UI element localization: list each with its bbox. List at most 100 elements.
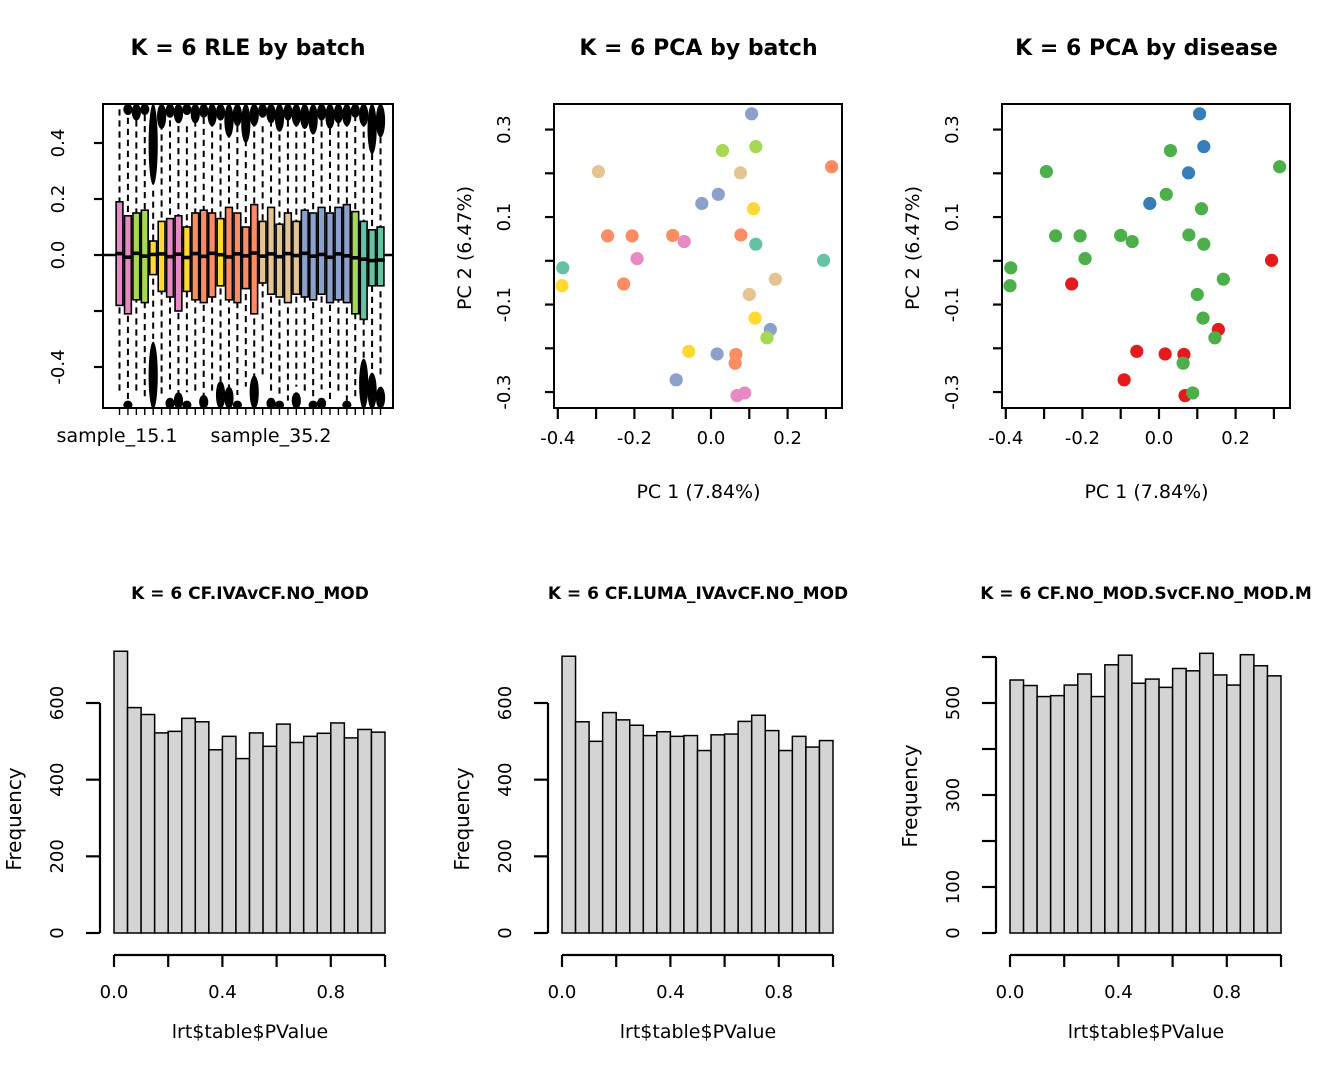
panel-rle-boxplot: 0.4 0.2 0.0 -0.4 K = 6 RLE by batch sample_…	[0, 0, 448, 537]
outlier-cluster	[316, 105, 327, 121]
pca-batch-title: K = 6 PCA by batch	[579, 36, 818, 61]
hist-bar	[791, 735, 807, 934]
hist-cf-luma-y-axis-title: Frequency	[450, 767, 474, 871]
data-point	[734, 228, 748, 242]
y-tick-label: 200	[47, 839, 68, 873]
outlier-cluster	[173, 392, 184, 407]
plot-frame	[1001, 103, 1291, 409]
outlier-cluster	[291, 105, 301, 127]
hist-bars	[561, 655, 834, 934]
x-tick-label: 0.4	[208, 982, 237, 1003]
y-tick-label: 600	[495, 686, 516, 720]
hist-bar	[669, 735, 685, 934]
pca-disease-canvas: -0.4 -0.2 0.0 0.2 0.3 0.1 -0.1 -0.3	[942, 103, 1291, 449]
outlier-cluster	[165, 105, 175, 118]
hist-bar	[1226, 684, 1242, 934]
data-point	[600, 229, 615, 243]
outlier-cluster	[157, 105, 167, 129]
hist-bar	[574, 721, 590, 934]
outlier-cluster	[359, 358, 369, 407]
data-point	[1125, 234, 1139, 249]
panel-hist-cf-iva: 0 200 400 600 0.0 0.4 0.8 K = 6 CF.IVAvCF.NO_M…	[0, 537, 448, 1075]
x-tick-label: 0.8	[764, 982, 793, 1003]
hist-cf-nomod-y-axis-title: Frequency	[898, 744, 922, 848]
data-point	[746, 202, 761, 216]
outlier-cluster	[224, 105, 234, 138]
y-tick-label: -0.3	[942, 374, 963, 409]
hist-bar	[818, 739, 834, 934]
pca-disease-y-axis-title: PC 2 (6.47%)	[902, 185, 924, 311]
panel-hist-cf-luma: 0 200 400 600 0.0 0.4 0.8 K = 6 CF.LUMA_IVAvCF…	[448, 537, 896, 1075]
hist-bar	[1131, 682, 1147, 934]
box	[157, 220, 166, 293]
hist-bar	[181, 717, 197, 934]
pca-batch-y-axis-title: PC 2 (6.47%)	[454, 185, 476, 311]
data-point	[630, 252, 644, 266]
x-tick-label: 0.0	[1145, 428, 1174, 449]
x-tick-label: 0.0	[100, 982, 129, 1003]
data-point	[625, 229, 639, 243]
data-point	[1181, 166, 1196, 180]
data-point	[1182, 228, 1196, 242]
y-tick-label: 0.1	[942, 203, 963, 232]
x-tick-label: 0.4	[656, 982, 685, 1003]
box	[132, 212, 141, 301]
data-point	[1003, 279, 1017, 293]
y-tick-label: 200	[495, 839, 516, 873]
outlier-cluster	[123, 400, 133, 407]
pca-batch-canvas: -0.4 -0.2 0.0 0.2 0.3 0.1 -0.1 -0.3	[494, 103, 843, 449]
box	[258, 220, 267, 284]
hist-bar	[208, 749, 224, 934]
box	[241, 226, 250, 290]
outlier-cluster	[300, 105, 310, 129]
outlier-cluster	[333, 105, 344, 124]
data-point	[711, 187, 725, 201]
hist-bar	[302, 735, 319, 934]
hist-cf-iva-canvas: 0 200 400 600 0.0 0.4 0.8	[47, 650, 387, 1003]
outlier-cluster	[232, 400, 242, 407]
outlier-cluster	[316, 397, 327, 407]
panel-pca-batch: -0.4 -0.2 0.0 0.2 0.3 0.1 -0.1 -0.3 K = 6 PCA b…	[448, 0, 896, 537]
hist-cf-nomod-title: K = 6 CF.NO_MOD.SvCF.NO_MOD.M	[980, 584, 1312, 604]
panel-hist-cf-nomod: 0 100 300 500 0.0 0.4 0.8 K = 6 CF.NO_MOD.SvCF…	[896, 537, 1344, 1075]
pca-disease-x-axis-title: PC 1 (7.84%)	[1084, 481, 1209, 503]
data-point	[1196, 311, 1210, 325]
x-tick-label: -0.2	[1065, 428, 1100, 449]
data-point	[1117, 373, 1131, 387]
outlier-cluster	[190, 105, 200, 124]
data-point	[825, 160, 839, 174]
hist-bar	[1253, 664, 1269, 934]
hist-bar	[778, 749, 794, 934]
y-tick-label: 100	[943, 870, 964, 904]
hist-bar	[153, 732, 169, 934]
hist-bar	[1158, 686, 1174, 934]
hist-bar	[764, 729, 780, 934]
x-tick-label: 0.2	[1221, 428, 1250, 449]
box	[359, 220, 368, 321]
y-tick-label: 300	[943, 778, 964, 812]
hist-cf-iva-title: K = 6 CF.IVAvCF.NO_MOD	[131, 584, 369, 604]
hist-bar	[1077, 673, 1093, 934]
hist-cf-luma-title: K = 6 CF.LUMA_IVAvCF.NO_MOD	[547, 584, 849, 604]
data-point	[556, 261, 570, 275]
hist-bar	[235, 757, 251, 934]
hist-bar	[248, 732, 264, 934]
data-point	[1197, 140, 1211, 154]
outlier-cluster	[291, 392, 301, 407]
data-point	[710, 347, 724, 361]
data-point	[744, 107, 759, 121]
box	[224, 206, 234, 301]
hist-bars	[113, 650, 386, 934]
hist-bar	[710, 734, 726, 934]
outlier-cluster	[367, 372, 377, 407]
scatter-points	[1003, 107, 1287, 403]
hist-bar	[656, 731, 672, 934]
outlier-cluster	[232, 105, 242, 127]
y-tick-label: 0.1	[494, 203, 515, 232]
hist-bar	[1063, 684, 1079, 934]
box	[191, 212, 200, 301]
hist-bar	[1239, 653, 1255, 934]
data-point	[749, 237, 763, 251]
data-point	[617, 277, 631, 291]
